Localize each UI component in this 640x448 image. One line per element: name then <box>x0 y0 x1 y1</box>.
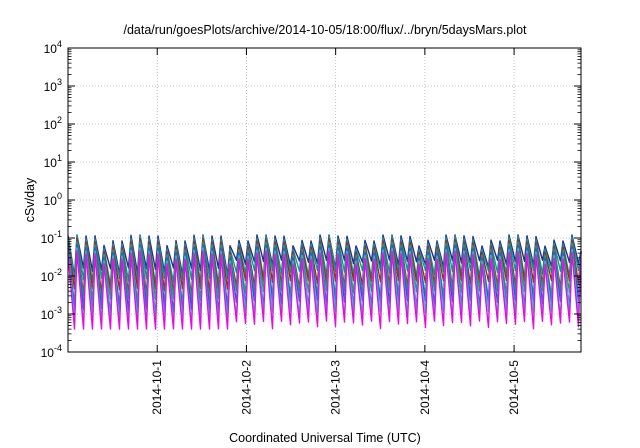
x-axis-ticks: 2014-10-1 2014-10-2 2014-10-3 2014-10-4 2014… <box>150 48 521 415</box>
y-axis-label: cSv/day <box>23 177 37 222</box>
series-line <box>67 234 582 277</box>
x-tick-label: 2014-10-3 <box>329 360 343 415</box>
y-tick-label: 10-3 <box>41 305 62 322</box>
y-tick-label: 10-2 <box>41 267 62 284</box>
y-tick-label: 101 <box>44 153 62 170</box>
y-tick-label: 104 <box>44 39 62 56</box>
chart-title: /data/run/goesPlots/archive/2014-10-05/1… <box>123 23 527 37</box>
y-tick-label: 10-1 <box>41 229 62 246</box>
x-tick-label: 2014-10-2 <box>239 360 253 415</box>
series-line <box>67 250 582 330</box>
y-tick-label: 103 <box>44 77 62 94</box>
y-tick-label: 102 <box>44 115 62 132</box>
plot-area: 10-4 10-3 10-2 10-1 100 101 102 103 104 2014-10-… <box>41 39 582 415</box>
y-axis-ticks: 10-4 10-3 10-2 10-1 100 101 102 103 104 <box>41 39 581 360</box>
x-tick-label: 2014-10-1 <box>150 360 164 415</box>
y-tick-label: 10-4 <box>41 343 62 360</box>
series-layer <box>67 234 582 330</box>
x-tick-label: 2014-10-4 <box>418 360 432 415</box>
x-tick-label: 2014-10-5 <box>507 360 521 415</box>
y-tick-label: 100 <box>44 191 62 208</box>
x-axis-label: Coordinated Universal Time (UTC) <box>229 431 421 445</box>
